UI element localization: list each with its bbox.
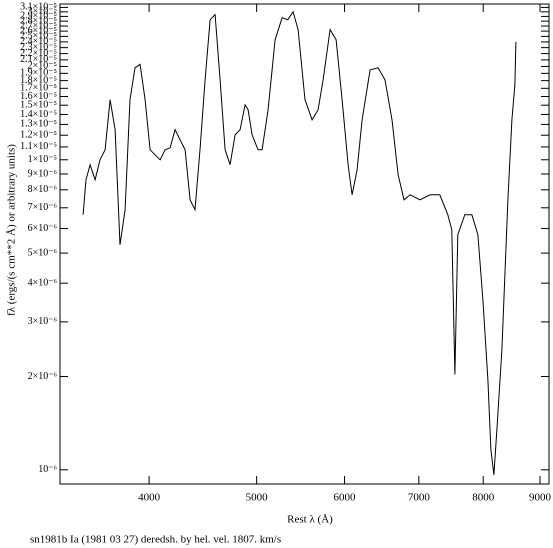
y-axis-label: fλ (ergs/(s cm**2 Å) or arbitrary units) <box>6 144 18 316</box>
y-tick-label: 9×10⁻⁶ <box>28 168 58 179</box>
y-tick-label: 1.8×10⁻⁵ <box>20 75 57 86</box>
x-tick-label: 9000 <box>529 492 552 504</box>
y-tick-label: 2×10⁻⁵ <box>28 61 57 72</box>
x-tick-label: 8000 <box>472 492 495 504</box>
y-tick-label: 3.1×10⁻⁵ <box>20 2 57 13</box>
y-tick-label: 3×10⁻⁶ <box>28 316 58 327</box>
y-tick-label: 4×10⁻⁶ <box>28 277 58 288</box>
y-tick-label: 1.3×10⁻⁵ <box>20 119 57 130</box>
y-tick-label: 5×10⁻⁶ <box>28 247 58 258</box>
y-tick-label: 6×10⁻⁶ <box>28 223 58 234</box>
y-tick-label: 1.9×10⁻⁵ <box>20 68 57 79</box>
x-tick-label: 4000 <box>138 492 161 504</box>
spectrum-line <box>82 10 517 475</box>
y-tick-label: 1.7×10⁻⁵ <box>20 83 57 94</box>
y-tick-label: 2.6×10⁻⁵ <box>20 25 57 36</box>
y-tick-label: 2.4×10⁻⁵ <box>20 36 57 47</box>
y-tick-label: 2.7×10⁻⁵ <box>20 20 57 31</box>
y-tick-label: 3×10⁻⁵ <box>28 6 57 17</box>
caption: sn1981b Ia (1981 03 27) deredsh. by hel.… <box>30 534 281 546</box>
y-tick-label: 1.2×10⁻⁵ <box>20 130 57 141</box>
y-tick-label: 8×10⁻⁶ <box>28 184 58 195</box>
plot-frame <box>59 3 550 485</box>
y-tick-label: 2×10⁻⁶ <box>28 371 58 382</box>
y-tick-label: 7×10⁻⁶ <box>28 202 58 213</box>
y-tick-label: 2.2×10⁻⁵ <box>20 48 57 59</box>
y-tick-label: 1.6×10⁻⁵ <box>20 91 57 102</box>
y-tick-label: 1.1×10⁻⁵ <box>20 141 57 152</box>
x-tick-label: 6000 <box>334 492 357 504</box>
y-tick-label: 2.3×10⁻⁵ <box>20 42 57 53</box>
y-tick-label: 2.5×10⁻⁵ <box>20 31 57 42</box>
y-tick-label: 1×10⁻⁵ <box>28 154 57 165</box>
y-tick-label: 2.8×10⁻⁵ <box>20 15 57 26</box>
y-tick-label: 2.1×10⁻⁵ <box>20 54 57 65</box>
y-tick-label: 2.9×10⁻⁵ <box>20 11 57 22</box>
x-axis-label: Rest λ (Å) <box>287 514 333 526</box>
y-tick-label: 1.5×10⁻⁵ <box>20 99 57 110</box>
x-tick-label: 5000 <box>246 492 269 504</box>
x-tick-label: 7000 <box>408 492 431 504</box>
y-tick-label: 1.4×10⁻⁵ <box>20 109 57 120</box>
y-tick-label: 10⁻⁶ <box>38 464 57 475</box>
